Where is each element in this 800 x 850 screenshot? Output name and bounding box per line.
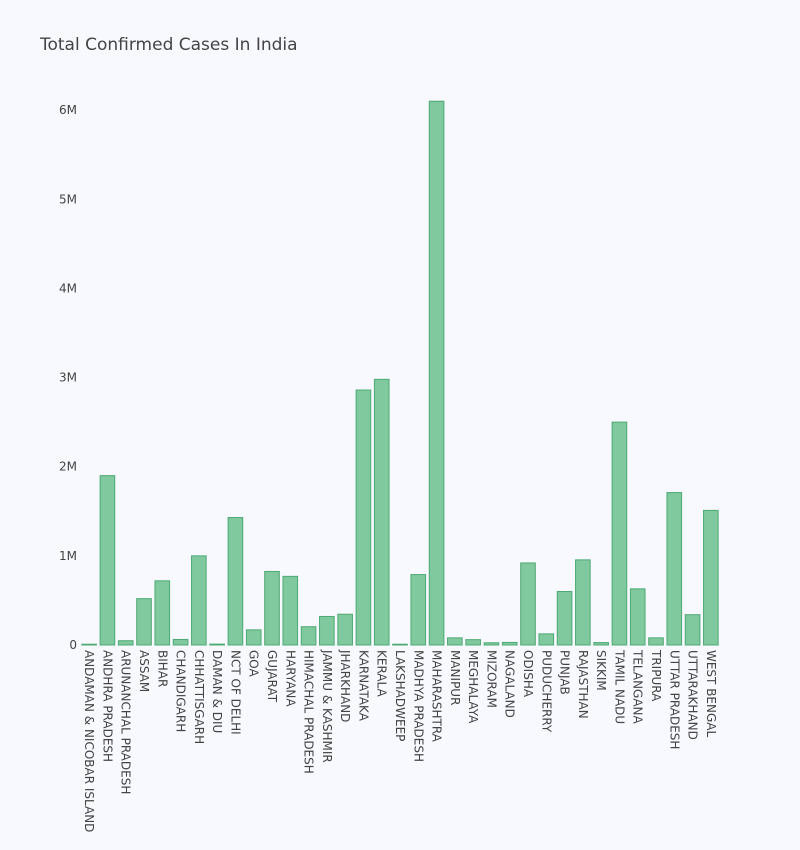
y-tick-label: 1M (59, 549, 77, 563)
bar[interactable] (300, 626, 317, 646)
y-axis: 0 1M 2M 3M 4M 5M 6M (59, 103, 77, 652)
x-tick-label: UTTARAKHAND (686, 650, 700, 740)
bar[interactable] (447, 637, 463, 646)
bar[interactable] (172, 638, 189, 646)
bar[interactable] (209, 643, 225, 646)
bar[interactable] (611, 421, 628, 646)
x-tick-label: TAMIL NADU (612, 649, 626, 724)
x-tick-label: TELANGANA (631, 649, 645, 725)
y-tick-label: 0 (69, 638, 77, 652)
bar[interactable] (648, 637, 664, 646)
bar[interactable] (520, 562, 536, 646)
bar[interactable] (136, 598, 152, 646)
bar[interactable] (337, 613, 353, 646)
x-tick-label: MADHYA PRADESH (411, 650, 425, 762)
bar[interactable] (666, 492, 683, 646)
chart-title: Total Confirmed Cases In India (39, 35, 298, 55)
bar[interactable] (264, 570, 280, 646)
x-tick-label: DAMAN & DIU (210, 650, 224, 733)
x-tick-label: GOA (247, 650, 261, 678)
x-tick-label: SIKKIM (594, 650, 608, 691)
x-tick-label: PUNJAB (558, 650, 572, 695)
x-tick-label: CHHATTISGARH (192, 650, 206, 744)
bar[interactable] (227, 517, 244, 646)
x-tick-label: TRIPURA (649, 649, 663, 702)
x-axis: ANDAMAN & NICOBAR ISLAND ANDHRA PRADESH AR… (82, 649, 718, 832)
bar[interactable] (593, 642, 609, 646)
bar[interactable] (575, 559, 591, 646)
bar[interactable] (556, 591, 573, 646)
bar[interactable] (501, 641, 518, 646)
x-tick-label: KERALA (375, 650, 389, 697)
x-tick-label: HARYANA (283, 650, 297, 707)
bar[interactable] (538, 633, 555, 646)
y-tick-label: 2M (59, 460, 77, 474)
bar[interactable] (245, 629, 262, 646)
bars (81, 100, 719, 646)
bar[interactable] (428, 100, 445, 646)
bar[interactable] (154, 580, 171, 646)
bar[interactable] (373, 378, 390, 646)
y-tick-label: 3M (59, 371, 77, 385)
bar[interactable] (629, 588, 646, 646)
bar[interactable] (684, 614, 701, 646)
bar[interactable] (191, 555, 207, 646)
bar[interactable] (465, 639, 481, 646)
bar[interactable] (483, 642, 500, 646)
x-tick-label: ASSAM (137, 650, 151, 692)
x-tick-label: GUJARAT (265, 650, 279, 703)
x-tick-label: BIHAR (155, 650, 169, 687)
y-tick-label: 6M (59, 103, 77, 117)
x-tick-label: JHARKHAND (338, 649, 352, 722)
x-tick-label: NCT OF DELHI (228, 650, 242, 735)
x-tick-label: MANIPUR (448, 650, 462, 705)
x-tick-label: MAHARASHTRA (430, 650, 444, 743)
bar[interactable] (392, 643, 408, 646)
bar[interactable] (410, 574, 427, 646)
y-tick-label: 5M (59, 192, 77, 206)
x-tick-label: RAJASTHAN (576, 650, 590, 719)
x-tick-label: ANDHRA PRADESH (100, 650, 114, 762)
bar[interactable] (319, 615, 335, 646)
x-tick-label: KARNATAKA (356, 650, 370, 722)
bar[interactable] (81, 643, 97, 646)
bar[interactable] (117, 640, 134, 646)
bar[interactable] (282, 575, 299, 646)
x-tick-label: LAKSHADWEEP (393, 650, 407, 741)
x-tick-label: CHANDIGARH (174, 650, 188, 732)
x-tick-label: MEGHALAYA (466, 650, 480, 724)
x-tick-label: WEST BENGAL (704, 650, 718, 738)
x-tick-label: UTTAR PRADESH (667, 650, 681, 749)
x-tick-label: ANDAMAN & NICOBAR ISLAND (82, 650, 96, 832)
y-tick-label: 4M (59, 281, 77, 295)
x-tick-label: JAMMU & KASHMIR (320, 649, 334, 763)
x-tick-label: ARUNANCHAL PRADESH (119, 650, 133, 794)
x-tick-label: ODISHA (521, 650, 535, 698)
x-tick-label: HIMACHAL PRADESH (302, 650, 316, 774)
x-tick-label: PUDUCHERRY (539, 650, 553, 733)
x-tick-label: MIZORAM (484, 650, 498, 708)
bar[interactable] (703, 509, 719, 646)
bar[interactable] (355, 389, 372, 646)
x-tick-label: NAGALAND (503, 650, 517, 718)
bar[interactable] (99, 475, 116, 646)
